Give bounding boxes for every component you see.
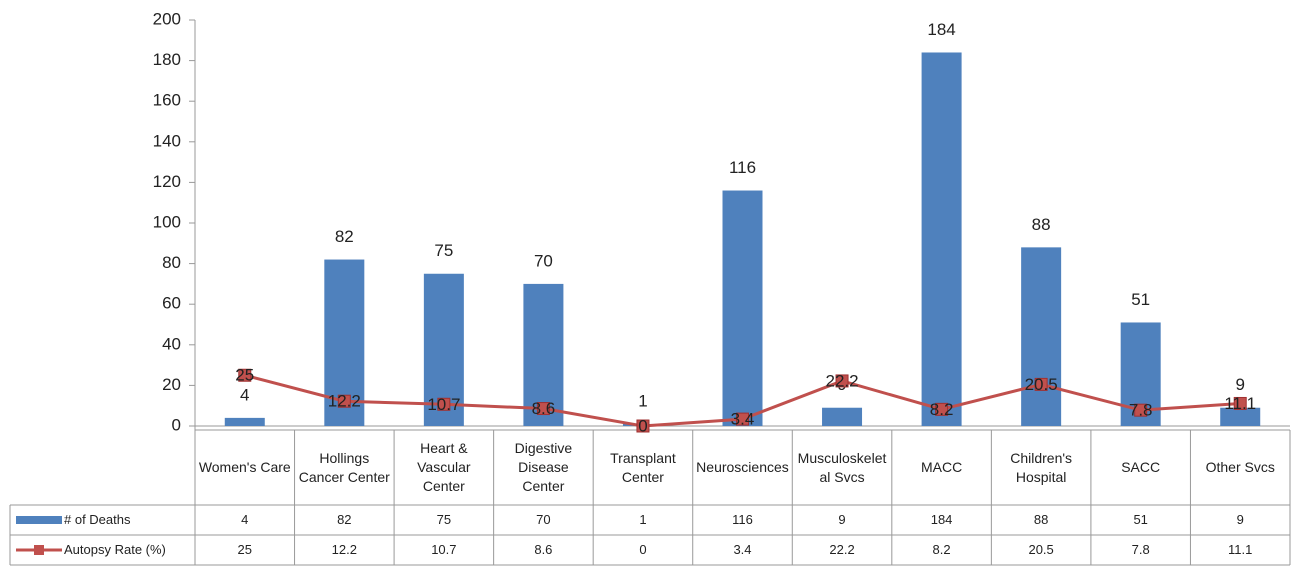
line-marker [835, 374, 849, 388]
y-tick-label: 80 [162, 253, 181, 272]
bar [822, 407, 863, 426]
table-value: 70 [536, 512, 551, 528]
category-label: Neurosciences [696, 459, 789, 476]
table-value: 88 [1033, 512, 1049, 528]
line-value-label: 3.4 [731, 410, 755, 429]
bar-value-label: 82 [335, 227, 354, 246]
category-label: Musculoskeletal Svcs [797, 449, 887, 485]
table-value: 9 [1236, 512, 1244, 528]
y-tick-label: 180 [153, 50, 181, 69]
category-label: Digestive Disease Center [514, 440, 573, 494]
y-tick-label: 120 [153, 172, 181, 191]
line-value-label: 11.1 [1224, 394, 1256, 413]
y-tick-label: 0 [172, 415, 181, 434]
line-value-label: 8.6 [532, 399, 556, 418]
y-tick-label: 40 [162, 334, 181, 353]
line-value-label: 12.2 [328, 392, 361, 411]
line-marker [437, 397, 451, 411]
bar-value-label: 116 [729, 158, 756, 177]
table-value: 20.5 [1028, 542, 1054, 558]
bar-value-label: 9 [1235, 375, 1244, 394]
category-label: Heart & Vascular Center [417, 440, 471, 494]
y-tick-label: 200 [153, 9, 181, 28]
line-value-label: 0 [638, 416, 647, 435]
bar-value-label: 4 [240, 385, 249, 404]
table-value: 7.8 [1131, 542, 1150, 558]
table-value: 8.2 [932, 542, 951, 558]
line-value-label: 7.8 [1129, 401, 1153, 420]
table-value: 1 [639, 512, 647, 528]
bar [224, 417, 265, 426]
line-value-label: 22.2 [825, 371, 858, 390]
y-tick-label: 20 [162, 375, 181, 394]
table-value: 184 [930, 512, 953, 528]
y-tick-label: 60 [162, 294, 181, 313]
line-marker [1233, 396, 1247, 410]
line-value-label: 25 [235, 366, 254, 385]
table-value: 75 [436, 512, 452, 528]
table-value: 4 [241, 512, 249, 528]
bar [921, 52, 962, 426]
line-marker [238, 368, 252, 382]
table-value: 8.6 [534, 542, 553, 558]
line-marker [337, 394, 351, 408]
legend-key [34, 545, 44, 555]
bar-value-label: 51 [1131, 290, 1150, 309]
table-value: 9 [838, 512, 846, 528]
category-label: SACC [1121, 459, 1161, 476]
y-tick-label: 140 [153, 131, 181, 150]
line-value-label: 10.7 [427, 395, 460, 414]
bar-value-label: 184 [927, 20, 955, 39]
line-marker [736, 412, 749, 426]
line-marker [636, 419, 650, 433]
table-value: 0 [639, 542, 647, 558]
table-value: 116 [732, 512, 753, 528]
bar-value-label: 70 [534, 251, 553, 270]
legend-label: Autopsy Rate (%) [64, 542, 166, 558]
category-label: Transplant Center [610, 449, 676, 485]
line-value-label: 20.5 [1025, 375, 1058, 394]
line-value-label: 8.2 [930, 400, 954, 419]
bar [1220, 407, 1261, 426]
bar-value-label: 75 [434, 241, 453, 260]
table-value: 25 [237, 542, 252, 558]
line-marker [1134, 403, 1148, 417]
category-label: MACC [920, 459, 963, 476]
table-value: 22.2 [829, 542, 855, 558]
legend-label: # of Deaths [64, 512, 131, 528]
bar [1021, 247, 1062, 426]
y-tick-label: 100 [153, 212, 181, 231]
table-value: 51 [1133, 512, 1148, 528]
table-value: 10.7 [431, 542, 457, 558]
y-tick-label: 160 [153, 91, 181, 110]
line-marker [1034, 377, 1048, 391]
table-value: 11.1 [1228, 542, 1253, 558]
bar [722, 190, 763, 426]
category-label: Women's Care [198, 459, 291, 476]
bar-value-label: 88 [1032, 215, 1051, 234]
line-marker [536, 402, 550, 416]
bar-value-label: 1 [638, 391, 647, 410]
legend-key [16, 516, 62, 524]
table-value: 12.2 [331, 542, 357, 558]
line-marker [935, 402, 949, 416]
table-value: 82 [337, 512, 352, 528]
category-label: Other Svcs [1205, 459, 1275, 476]
category-label: Children's Hospital [1010, 449, 1073, 485]
table-value: 3.4 [733, 542, 752, 558]
category-label: Hollings Cancer Center [298, 449, 390, 485]
